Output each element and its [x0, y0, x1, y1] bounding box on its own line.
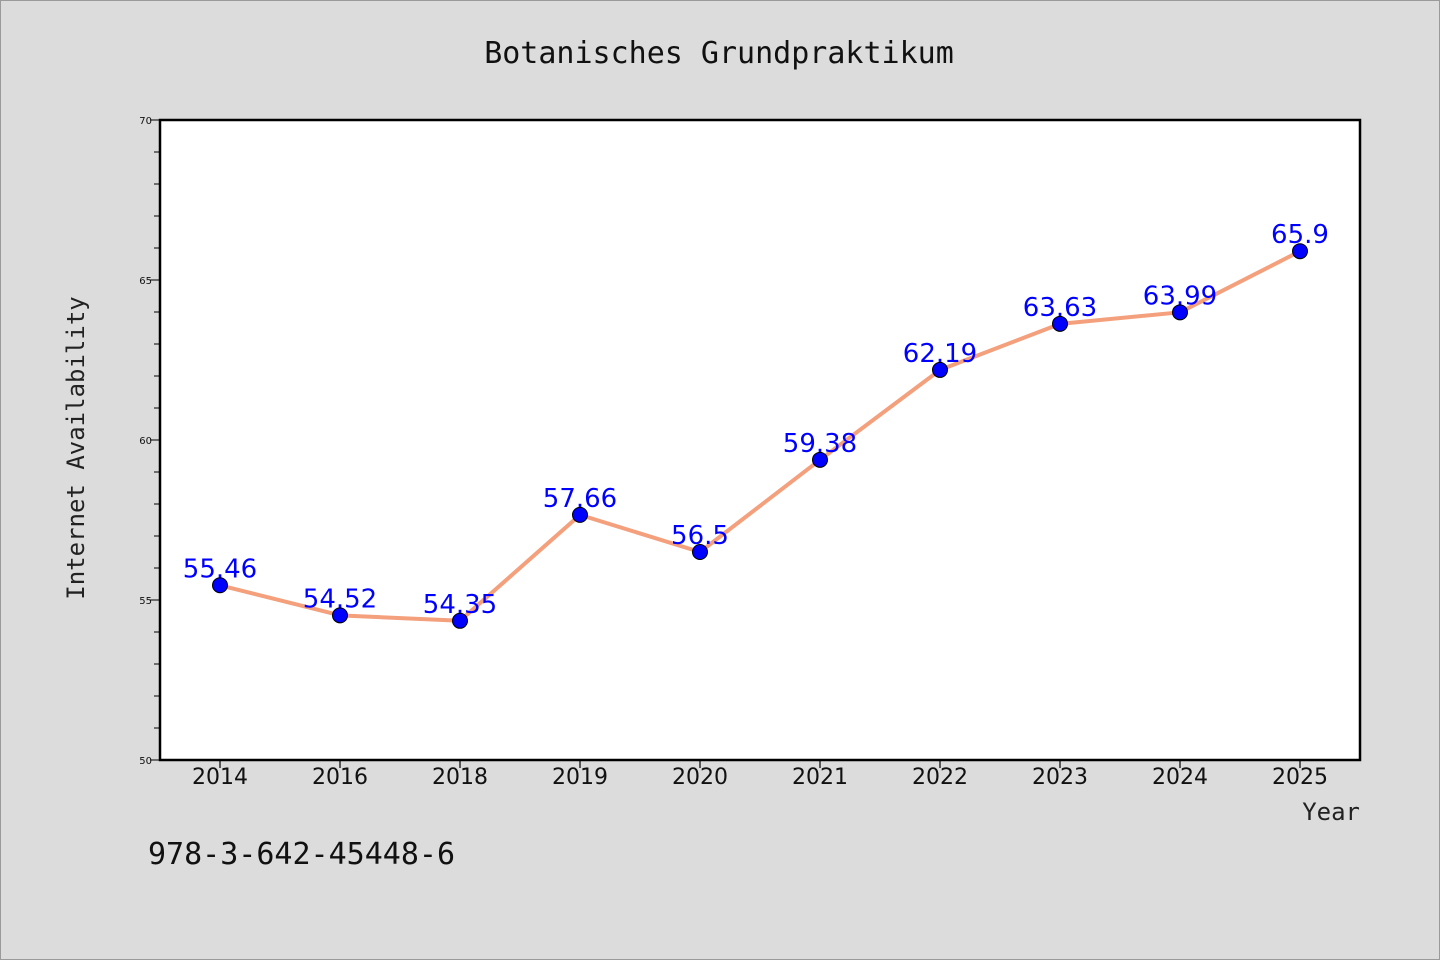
x-tick-label: 2020	[672, 765, 728, 790]
y-tick-label: 65	[139, 276, 152, 287]
x-tick-label: 2018	[432, 765, 488, 790]
y-tick-label: 70	[139, 116, 152, 127]
x-tick-label: 2021	[792, 765, 848, 790]
x-tick-label: 2022	[912, 765, 968, 790]
data-label: 55.46	[183, 554, 257, 584]
data-point	[932, 361, 948, 378]
y-tick-label: 50	[139, 756, 152, 767]
y-axis-label: Internet Availability	[62, 296, 90, 599]
data-labels: 55.46 54.52 54.35 57.66 56.5 59.38 62.19 63.63 6…	[183, 220, 1329, 620]
data-label: 54.52	[303, 584, 377, 614]
x-tick-label: 2025	[1272, 765, 1328, 790]
plot-area	[158, 118, 1362, 762]
data-point	[1292, 243, 1308, 260]
data-point	[332, 607, 348, 624]
x-tick-label: 2024	[1152, 765, 1208, 790]
data-point	[1052, 315, 1068, 332]
data-point	[812, 451, 828, 468]
data-points	[212, 243, 1308, 629]
data-point	[1172, 304, 1188, 321]
data-label: 62.19	[903, 339, 977, 369]
x-tick-label: 2019	[552, 765, 608, 790]
x-axis-label: Year	[1302, 798, 1360, 826]
data-label: 57.66	[543, 484, 617, 514]
x-tick-label: 2023	[1032, 765, 1088, 790]
data-label: 65.9	[1271, 220, 1329, 250]
data-label: 54.35	[423, 590, 497, 620]
y-tick-label: 60	[139, 436, 152, 447]
chart-title: Botanisches Grundpraktikum	[484, 36, 954, 71]
data-point	[212, 577, 228, 594]
data-point	[572, 506, 588, 523]
data-label: 63.63	[1023, 293, 1097, 323]
y-tick-label: 55	[139, 596, 152, 607]
data-label: 59.38	[783, 429, 857, 459]
data-label: 56.5	[671, 521, 729, 551]
data-point	[452, 612, 468, 629]
footnote-text: 978-3-642-45448-6	[148, 837, 455, 872]
data-point	[692, 544, 708, 560]
data-label: 63.99	[1143, 281, 1217, 311]
x-tick-label: 2014	[192, 765, 248, 790]
y-axis: 50 55 60 65 70	[139, 116, 160, 767]
x-tick-label: 2016	[312, 765, 368, 790]
x-axis: 2014 2016 2018 2019 2020 2021 2022 2023 2024 2025	[192, 760, 1328, 790]
series-line	[218, 249, 1302, 623]
